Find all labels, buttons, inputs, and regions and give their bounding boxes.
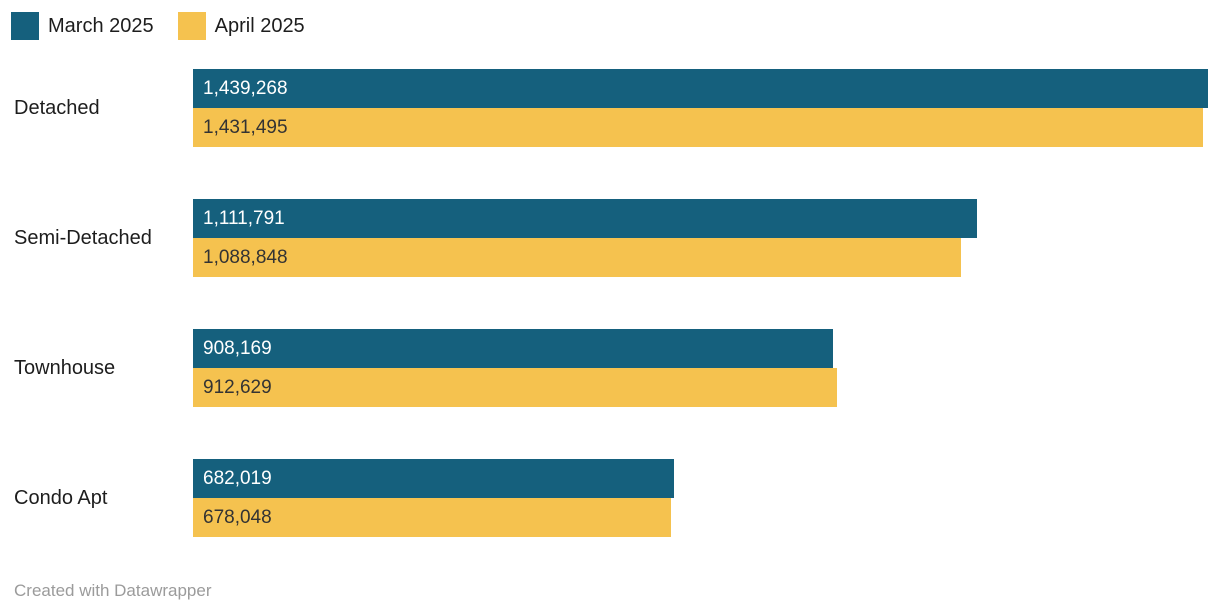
legend: March 2025 April 2025 xyxy=(11,12,305,40)
april-2025-swatch-icon xyxy=(177,12,206,40)
bar-april-2025: 1,431,495 xyxy=(193,108,1203,147)
bar-march-2025: 908,169 xyxy=(193,329,834,368)
category-label: Semi-Detached xyxy=(14,226,152,249)
category-row: Condo Apt 682,019 678,048 xyxy=(0,459,1220,537)
bar-value-label: 678,048 xyxy=(203,506,272,528)
bar-march-2025: 682,019 xyxy=(193,459,674,498)
bar-value-label: 1,431,495 xyxy=(203,116,288,138)
bar-value-label: 908,169 xyxy=(203,337,272,359)
bar-value-label: 1,439,268 xyxy=(203,77,288,99)
rows: Detached 1,439,268 1,431,495 Semi-Detached 1… xyxy=(0,69,1220,537)
category-row: Semi-Detached 1,111,791 1,088,848 xyxy=(0,199,1220,277)
bar-group: 682,019 678,048 xyxy=(193,459,1208,537)
bar-group: 1,111,791 1,088,848 xyxy=(193,199,1208,277)
category-label: Detached xyxy=(14,96,100,119)
legend-label: April 2025 xyxy=(214,15,305,37)
category-row: Townhouse 908,169 912,629 xyxy=(0,329,1220,407)
category-label: Townhouse xyxy=(14,356,116,379)
bar-april-2025: 1,088,848 xyxy=(193,238,961,277)
bar-march-2025: 1,111,791 xyxy=(193,199,978,238)
bar-value-label: 912,629 xyxy=(203,376,272,398)
bar-march-2025: 1,439,268 xyxy=(193,69,1208,108)
category-label: Condo Apt xyxy=(14,486,108,509)
bar-value-label: 1,088,848 xyxy=(203,246,288,268)
bar-april-2025: 678,048 xyxy=(193,498,672,537)
march-2025-swatch-icon xyxy=(11,12,39,40)
bar-value-label: 1,111,791 xyxy=(203,207,285,229)
legend-label: March 2025 xyxy=(48,15,154,37)
bar-value-label: 682,019 xyxy=(203,467,272,489)
bar-group: 908,169 912,629 xyxy=(193,329,1208,407)
bar-april-2025: 912,629 xyxy=(193,368,837,407)
datawrapper-attribution-link[interactable]: Created with Datawrapper xyxy=(14,581,212,600)
legend-item-march-2025: March 2025 xyxy=(11,12,154,40)
category-row: Detached 1,439,268 1,431,495 xyxy=(0,69,1220,147)
bar-group: 1,439,268 1,431,495 xyxy=(193,69,1208,147)
legend-item-april-2025: April 2025 xyxy=(177,12,305,40)
